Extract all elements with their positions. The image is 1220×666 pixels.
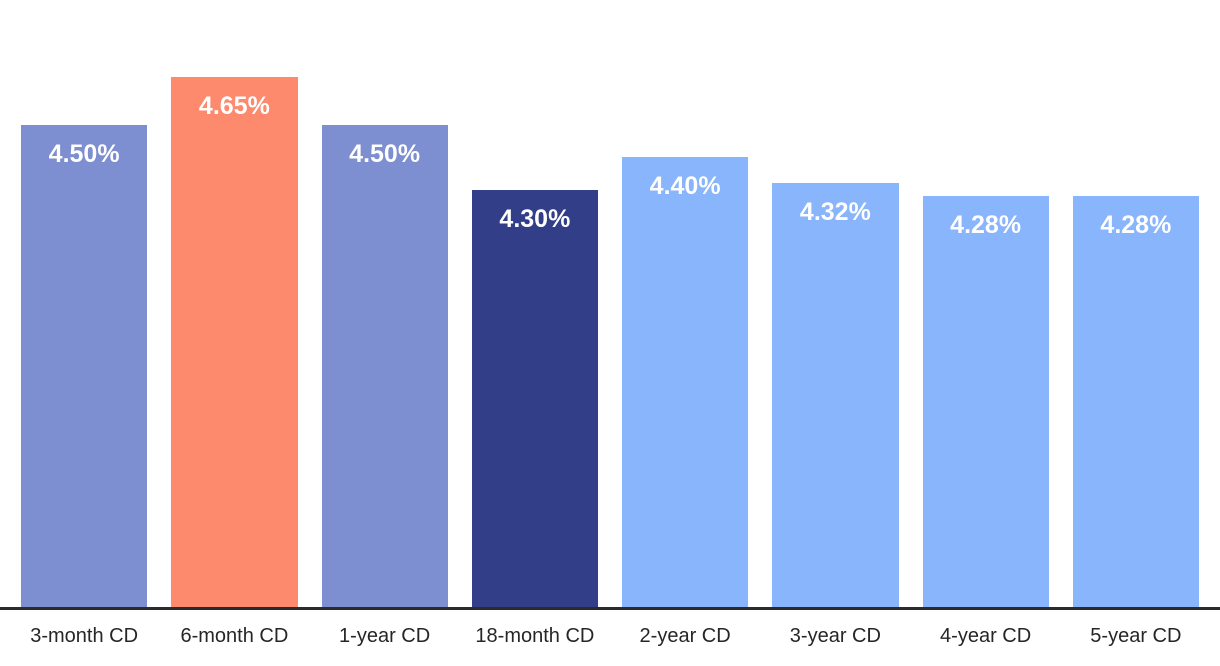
bar-18-month-cd: 4.30%: [471, 189, 598, 607]
bar-value-label: 4.28%: [1100, 210, 1172, 239]
x-axis-label: 4-year CD: [940, 625, 1032, 647]
x-axis-label: 3-year CD: [789, 625, 881, 647]
bar-value-label: 4.50%: [349, 140, 421, 169]
bar-5-year-cd: 4.28%: [1072, 195, 1199, 607]
bar-4-year-cd: 4.28%: [922, 195, 1049, 607]
plot-area: 4.50% 4.65% 4.50% 4.30% 4.40% 4.32% 4.28% 4.28%: [21, 77, 1199, 607]
x-axis-label: 6-month CD: [180, 625, 289, 647]
x-axis-line: [0, 607, 1220, 610]
bar-value-label: 4.40%: [649, 172, 721, 201]
bar-6-month-cd: 4.65%: [171, 77, 298, 607]
bar-value-label: 4.32%: [799, 198, 871, 227]
x-axis-label: 3-month CD: [30, 625, 139, 647]
x-axis-label: 2-year CD: [639, 625, 731, 647]
bar-value-label: 4.28%: [950, 210, 1022, 239]
x-axis-label: 18-month CD: [475, 625, 595, 647]
bar-value-label: 4.50%: [48, 140, 120, 169]
x-axis-label: 1-year CD: [339, 625, 431, 647]
bar-value-label: 4.65%: [198, 92, 270, 121]
bar-1-year-cd: 4.50%: [321, 125, 448, 607]
bar-2-year-cd: 4.40%: [622, 157, 749, 607]
x-axis-labels: 3-month CD 6-month CD 1-year CD 18-month CD…: [0, 610, 1220, 648]
bar-3-month-cd: 4.50%: [21, 125, 148, 607]
bar-3-year-cd: 4.32%: [772, 183, 899, 607]
bar-value-label: 4.30%: [499, 204, 571, 233]
x-axis-label: 5-year CD: [1090, 625, 1182, 647]
